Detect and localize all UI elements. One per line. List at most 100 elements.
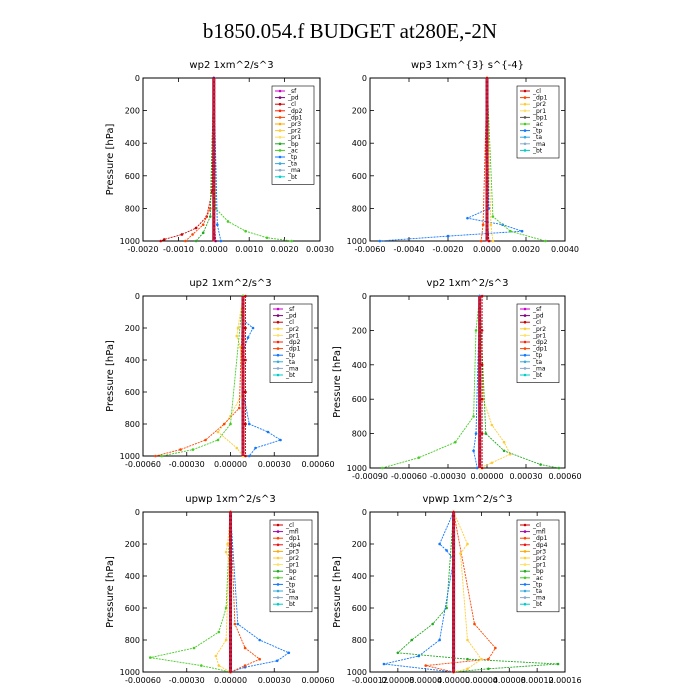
- legend-label: _dp1: [532, 535, 548, 542]
- zero-profile-marker: [241, 452, 245, 456]
- zero-profile-marker: [212, 238, 216, 242]
- zero-profile-marker: [241, 424, 245, 428]
- legend-label: _dp4: [532, 542, 548, 549]
- series-point: [490, 461, 494, 465]
- zero-profile-marker: [228, 620, 233, 624]
- series-point: [247, 454, 251, 458]
- legend-marker: [276, 314, 280, 317]
- y-axis-label: Pressure [hPa]: [105, 340, 116, 412]
- series-line-dp1: [382, 295, 481, 469]
- y-tick-label: 600: [352, 604, 367, 613]
- y-tick-label: 200: [352, 540, 367, 549]
- zero-profile-marker: [451, 528, 456, 532]
- series-point: [473, 622, 476, 626]
- y-tick-label: 200: [125, 324, 140, 333]
- zero-profile-marker: [212, 118, 216, 122]
- legend-marker: [523, 556, 527, 560]
- legend-label: _sf: [287, 88, 297, 95]
- series-point: [217, 630, 221, 634]
- y-axis-label: Pressure [hPa]: [332, 556, 343, 628]
- series-point: [474, 329, 478, 332]
- legend-marker: [276, 602, 280, 606]
- zero-profile-marker: [451, 512, 456, 516]
- zero-profile-marker: [485, 206, 489, 210]
- series-point: [489, 223, 493, 226]
- zero-profile-marker: [478, 376, 482, 380]
- legend-label: _dp2: [532, 339, 548, 346]
- series-point: [472, 449, 475, 453]
- series-point: [480, 329, 484, 332]
- series-point: [509, 229, 512, 233]
- zero-profile-marker: [241, 356, 245, 360]
- legend-label: _pr3: [285, 548, 299, 555]
- y-tick-label: 1000: [347, 668, 367, 677]
- zero-profile-marker: [241, 380, 245, 384]
- zero-profile-marker: [212, 162, 216, 166]
- zero-profile-marker: [478, 356, 482, 360]
- y-tick-label: 200: [125, 107, 140, 116]
- series-point: [556, 662, 560, 666]
- legend-marker: [276, 320, 280, 324]
- legend-label: _ac: [287, 147, 298, 154]
- series-point: [219, 239, 223, 243]
- zero-profile-marker: [451, 644, 456, 648]
- series-point: [539, 463, 542, 466]
- series-point: [200, 664, 203, 667]
- zero-profile-marker: [478, 440, 482, 444]
- zero-profile-marker: [212, 222, 216, 226]
- legend-marker: [523, 327, 527, 331]
- series-point: [491, 215, 495, 218]
- series-point: [479, 239, 483, 243]
- x-tick-label: 0.00016: [548, 676, 581, 685]
- zero-profile-marker: [241, 304, 245, 308]
- zero-profile-marker: [478, 408, 482, 412]
- series-point: [480, 466, 484, 470]
- series-point: [445, 549, 448, 552]
- series-point: [229, 422, 232, 426]
- y-tick-label: 0: [362, 292, 367, 301]
- x-tick-label: -0.0060: [355, 245, 386, 254]
- zero-profile-marker: [212, 106, 216, 110]
- legend-marker: [278, 155, 282, 159]
- y-tick-label: 600: [352, 395, 367, 404]
- series-line-dp2: [161, 295, 244, 457]
- zero-profile-marker: [485, 78, 489, 82]
- series-point: [192, 646, 196, 650]
- series-point: [491, 239, 495, 243]
- x-tick-label: -0.00090: [352, 472, 388, 481]
- legend-marker: [278, 122, 282, 126]
- x-tick-label: 0.00012: [521, 676, 554, 685]
- zero-profile-marker: [451, 572, 456, 576]
- legend-marker: [523, 89, 527, 93]
- series-point: [265, 236, 269, 240]
- zero-profile-marker: [478, 416, 482, 420]
- zero-profile-marker: [451, 624, 456, 628]
- zero-profile-marker: [478, 368, 482, 372]
- zero-profile-marker: [241, 348, 245, 352]
- legend-label: _dp1: [532, 346, 548, 353]
- x-tick-label: 0.0000: [200, 245, 228, 254]
- legend-label: _dp1: [285, 535, 301, 542]
- legend-marker: [523, 129, 527, 132]
- series-point: [244, 229, 247, 233]
- y-tick-label: 1000: [120, 668, 140, 677]
- legend-marker: [523, 109, 527, 113]
- legend-label: _pr2: [287, 128, 301, 135]
- legend-marker: [523, 563, 527, 566]
- zero-profile-marker: [241, 432, 245, 436]
- legend-label: _bt: [532, 372, 543, 379]
- zero-profile-marker: [228, 652, 233, 656]
- legend-label: _cl: [532, 88, 541, 95]
- zero-profile-marker: [228, 584, 233, 588]
- zero-profile-marker: [478, 380, 482, 384]
- zero-profile-marker: [485, 106, 489, 110]
- zero-profile-marker: [478, 396, 482, 400]
- series-line-ac: [150, 511, 231, 673]
- series-line-pr2: [215, 511, 231, 673]
- x-tick-label: 0.00000: [214, 676, 247, 685]
- zero-profile-marker: [451, 544, 456, 548]
- y-tick-label: 0: [362, 74, 367, 83]
- series-point: [490, 423, 494, 427]
- legend-marker: [276, 347, 280, 350]
- zero-profile-marker: [212, 98, 216, 102]
